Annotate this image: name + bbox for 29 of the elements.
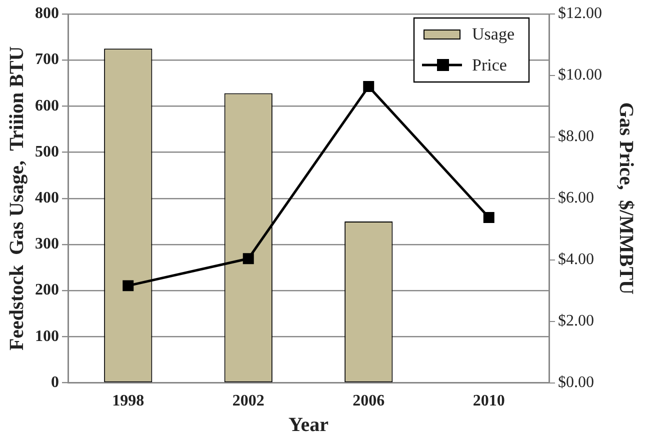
point [483, 212, 494, 223]
point [122, 280, 134, 292]
y-tick-label: 500 [35, 143, 59, 160]
y2-tick-label: $4.00 [558, 251, 594, 268]
y2-tick-label: $8.00 [558, 128, 594, 146]
y-tick-label: 800 [35, 5, 59, 22]
x-tick-label: 2010 [472, 392, 505, 410]
point [242, 253, 254, 264]
x-axis-title: Year [288, 414, 329, 436]
y2-tick-label: $10.00 [558, 66, 602, 84]
legend-label: Price [472, 55, 507, 74]
y-tick-label: 400 [35, 190, 59, 207]
x-tick-label: 2006 [352, 392, 385, 410]
y-tick-label: 100 [35, 328, 59, 345]
x-tick-label: 2002 [232, 392, 264, 410]
y-tick-label: 700 [35, 51, 59, 68]
y2-axis-title: Gas Price, $/MMBTU [614, 102, 637, 294]
y-axis-title: Feedstock Gas Usage, Triiion BTU [6, 46, 28, 351]
y-tick-label: 200 [35, 282, 59, 299]
y-tick-label: 300 [35, 236, 59, 253]
point [363, 81, 374, 92]
y-tick-label: 600 [35, 97, 59, 114]
y2-tick-label: $2.00 [558, 312, 594, 330]
y2-tick-label: $12.00 [558, 5, 602, 22]
x-tick-label: 1998 [112, 392, 144, 410]
legend-label: Usage [472, 24, 514, 44]
y2-tick-label: $6.00 [558, 190, 594, 207]
y2-tick-label: $0.00 [558, 374, 594, 392]
y-tick-label: 0 [51, 374, 59, 391]
